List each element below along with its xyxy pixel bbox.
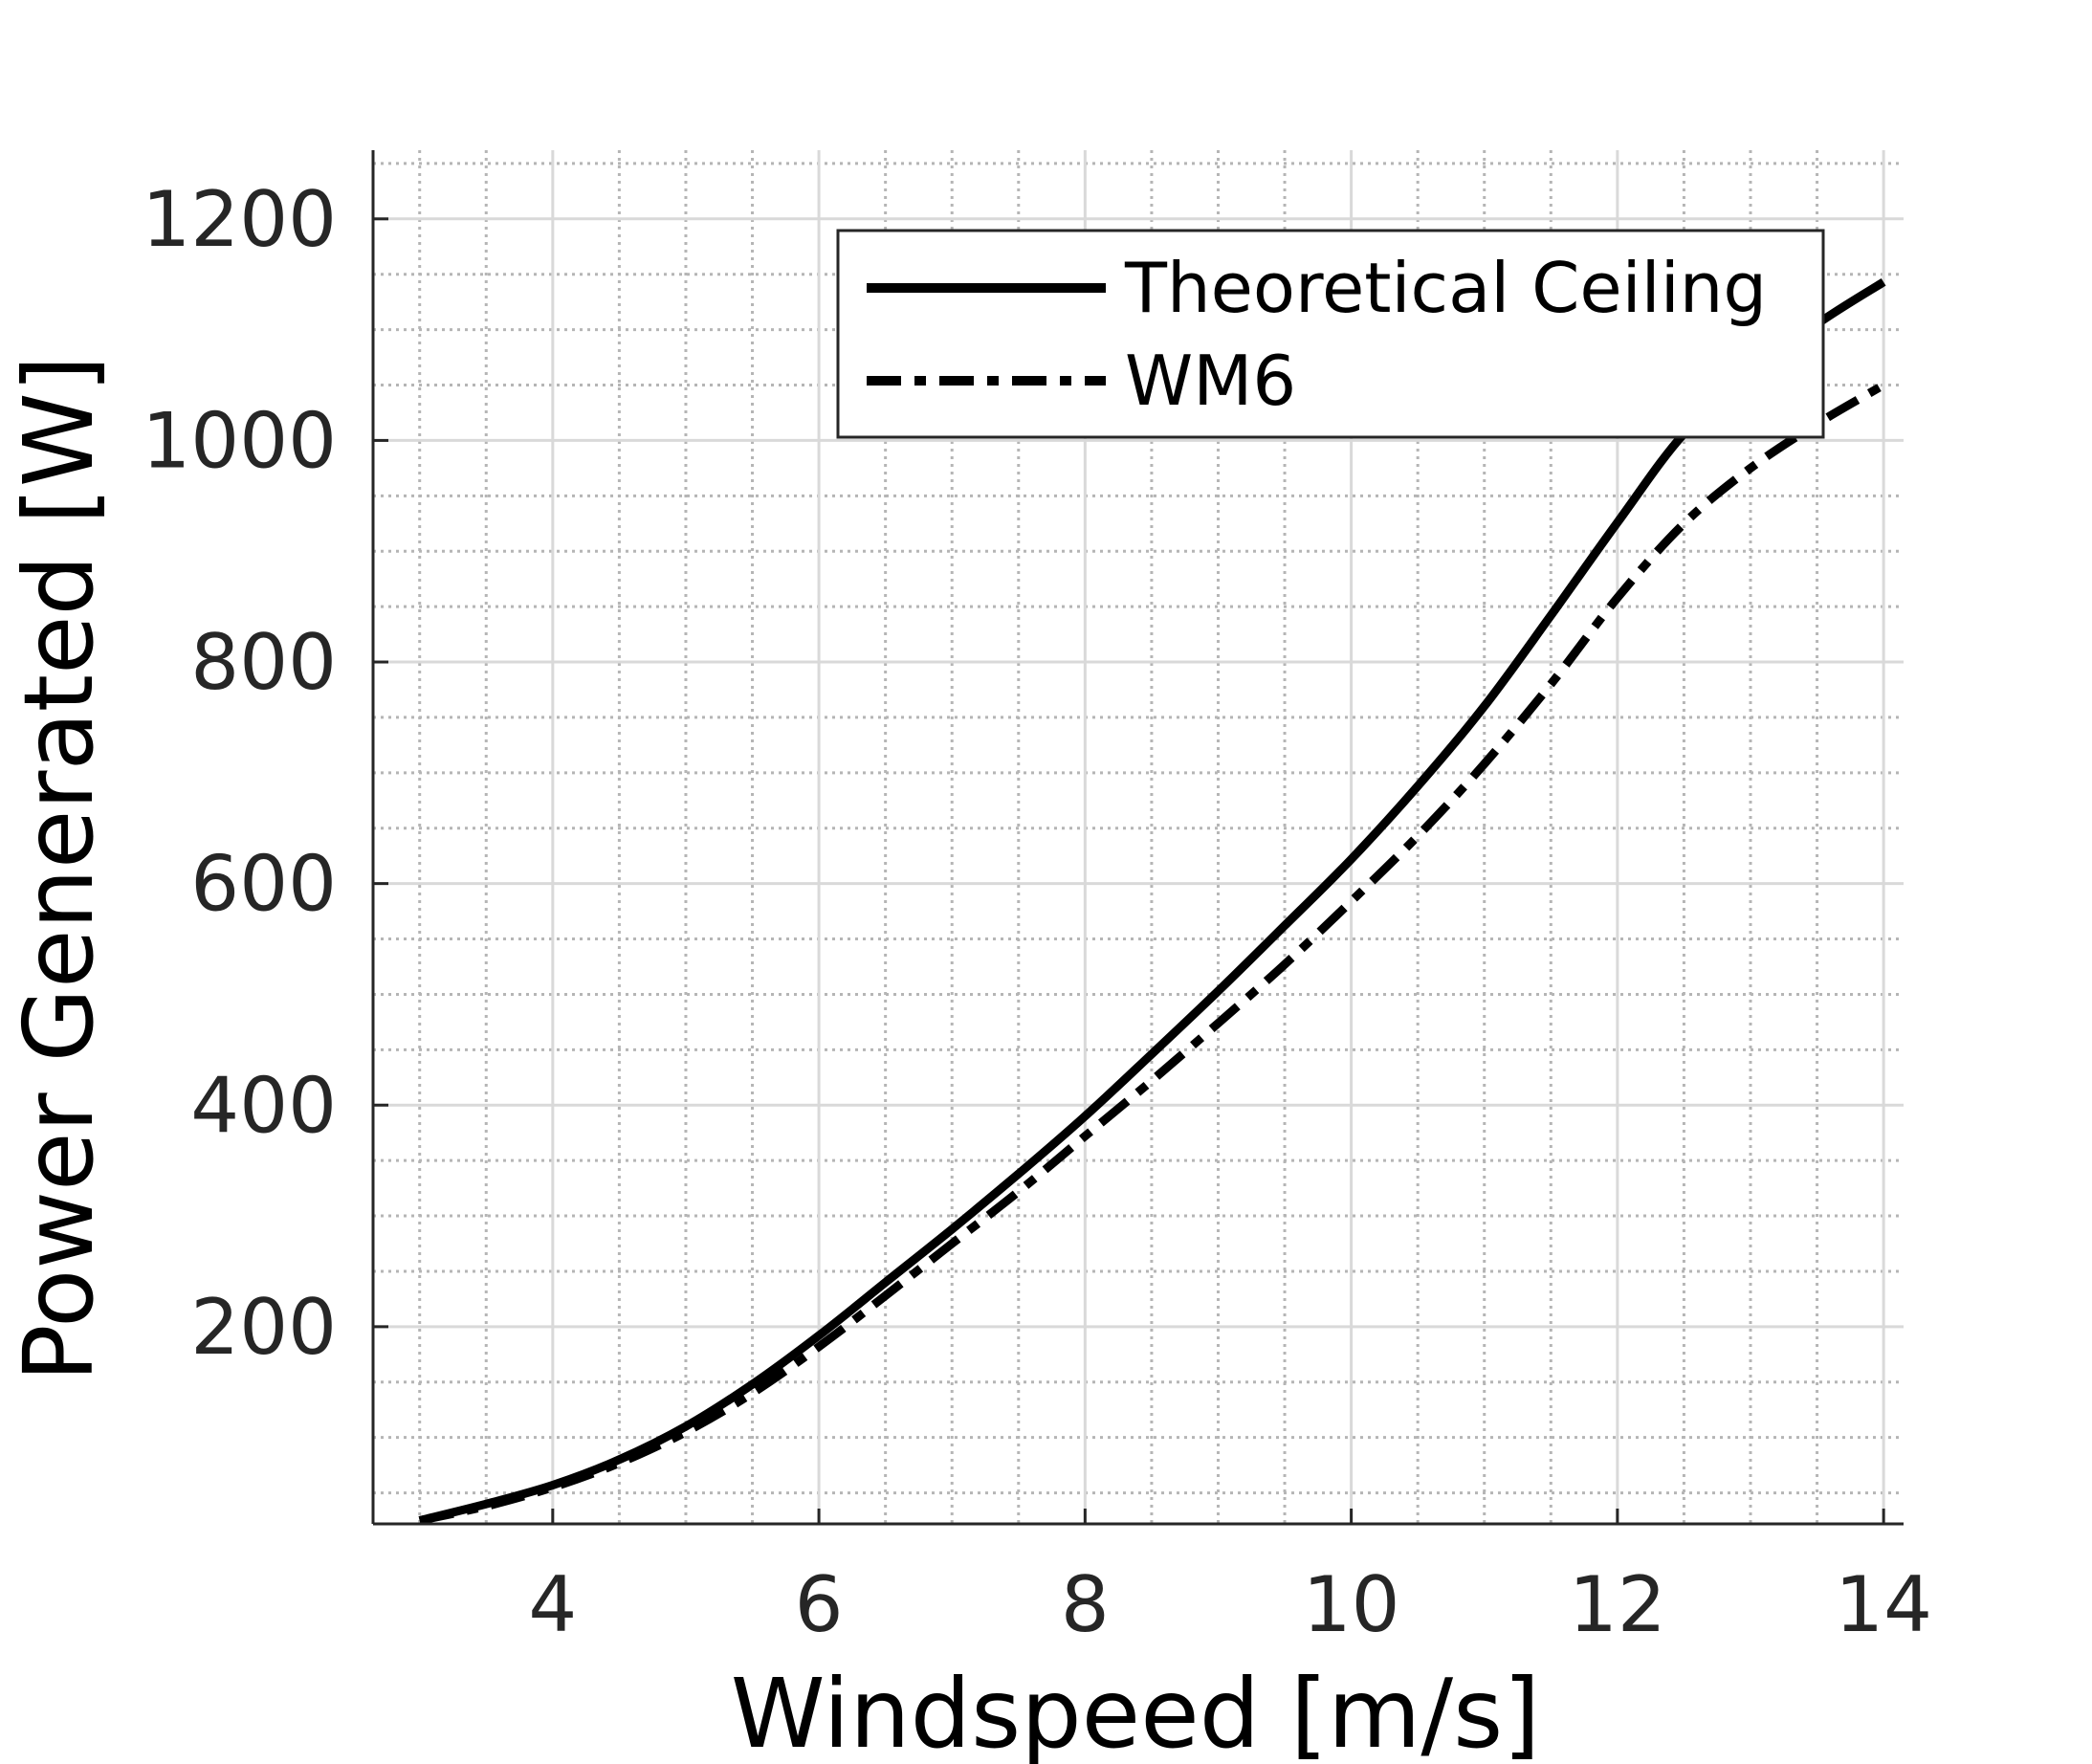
y-tick-label: 1200: [142, 175, 337, 264]
series-group: [418, 277, 1886, 1525]
y-tick-labels: 200 400 600 800 1000 1200: [142, 175, 337, 1372]
x-tick-label: 8: [1061, 1560, 1110, 1649]
x-tick-label: 14: [1835, 1560, 1932, 1649]
x-tick-label: 6: [795, 1560, 844, 1649]
x-axis-title: Windspeed [m/s]: [731, 1658, 1540, 1764]
y-tick-label: 800: [190, 618, 337, 707]
series-line-theoretical-ceiling: [418, 277, 1886, 1525]
legend-label-wm6: WM6: [1125, 341, 1296, 421]
series-line-wm6: [418, 381, 1886, 1525]
x-tick-labels: 4 6 8 10 12 14: [528, 1560, 1932, 1649]
y-tick-label: 1000: [142, 396, 337, 485]
y-tick-label: 400: [190, 1061, 337, 1150]
legend: Theoretical Ceiling WM6: [836, 229, 1825, 439]
x-tick-label: 4: [528, 1560, 577, 1649]
y-tick-label: 600: [190, 840, 337, 929]
y-tick-label: 200: [190, 1283, 337, 1372]
x-tick-label: 10: [1303, 1560, 1400, 1649]
legend-box: [836, 229, 1825, 439]
axes: [371, 150, 1904, 1526]
y-axis-title: Power Generated [W]: [3, 355, 115, 1381]
x-tick-label: 12: [1569, 1560, 1666, 1649]
legend-label-theoretical-ceiling: Theoretical Ceiling: [1124, 248, 1767, 328]
